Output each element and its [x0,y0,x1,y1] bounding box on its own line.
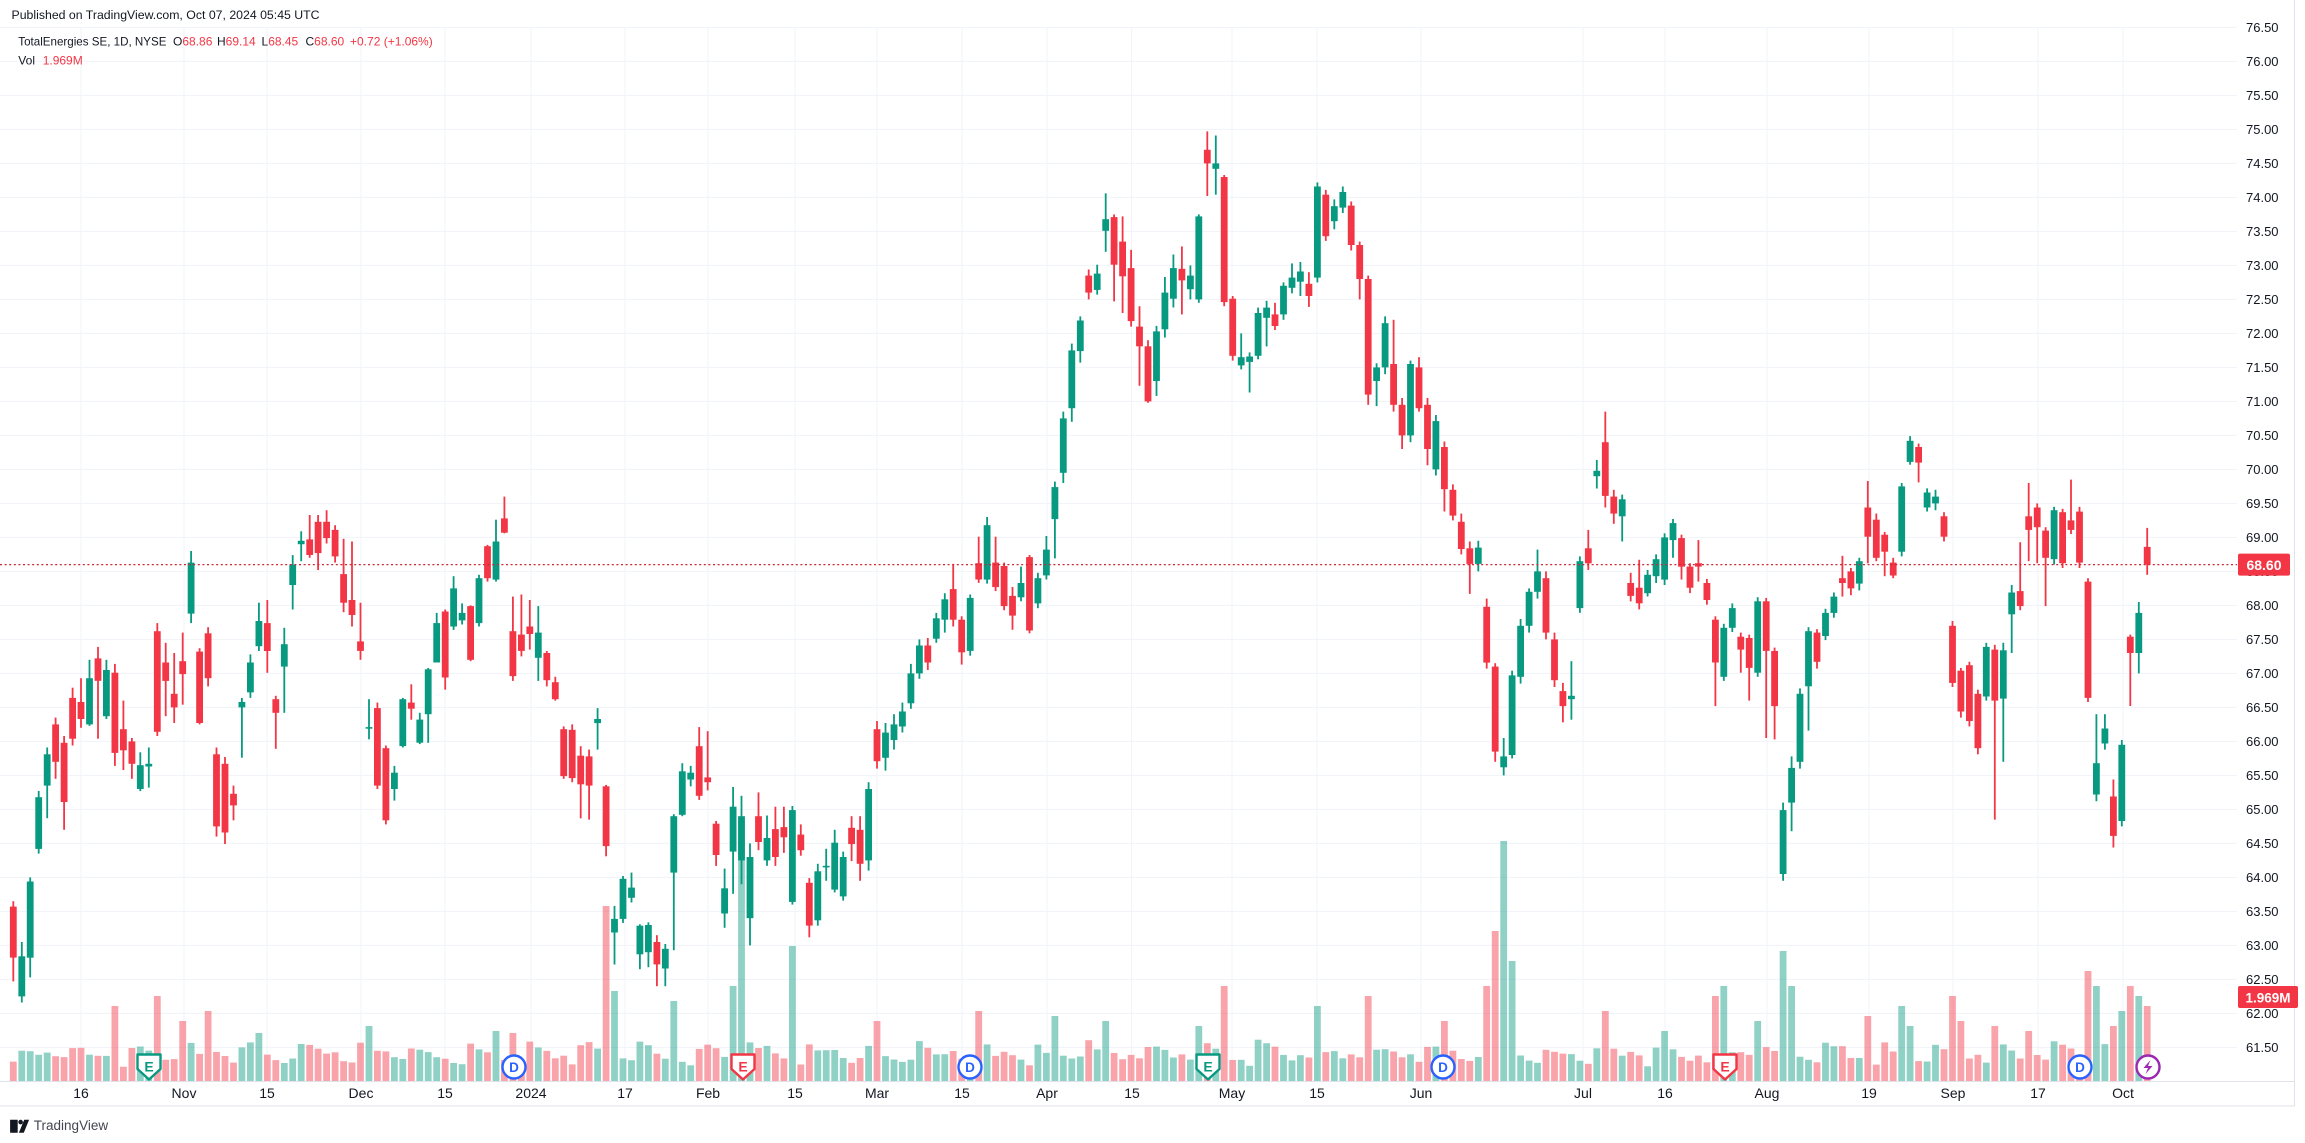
svg-text:17: 17 [617,1085,633,1101]
svg-text:15: 15 [437,1085,453,1101]
svg-text:63.50: 63.50 [2246,904,2279,919]
svg-text:69.00: 69.00 [2246,530,2279,545]
svg-text:TradingView: TradingView [34,1118,109,1133]
svg-text:15: 15 [1124,1085,1140,1101]
svg-text:16: 16 [1657,1085,1673,1101]
svg-text:69.50: 69.50 [2246,496,2279,511]
svg-text:Jul: Jul [1574,1085,1592,1101]
svg-text:71.50: 71.50 [2246,360,2279,375]
svg-text:D: D [965,1060,975,1075]
svg-text:19: 19 [1861,1085,1877,1101]
svg-text:61.50: 61.50 [2246,1040,2279,1055]
svg-text:68.60: 68.60 [2246,557,2281,573]
svg-text:68.00: 68.00 [2246,598,2279,613]
svg-text:62.00: 62.00 [2246,1006,2279,1021]
svg-text:15: 15 [1309,1085,1325,1101]
svg-text:75.00: 75.00 [2246,122,2279,137]
svg-text:74.00: 74.00 [2246,190,2279,205]
svg-text:Oct: Oct [2112,1085,2134,1101]
svg-text:Nov: Nov [172,1085,197,1101]
svg-text:73.50: 73.50 [2246,224,2279,239]
svg-text:63.00: 63.00 [2246,938,2279,953]
svg-text:70.00: 70.00 [2246,462,2279,477]
svg-text:D: D [1438,1060,1448,1075]
svg-text:16: 16 [73,1085,89,1101]
svg-text:15: 15 [954,1085,970,1101]
svg-text:1.969M: 1.969M [2245,991,2290,1006]
svg-text:Feb: Feb [696,1085,720,1101]
svg-text:D: D [509,1060,519,1075]
svg-text:2024: 2024 [515,1085,546,1101]
svg-text:73.00: 73.00 [2246,258,2279,273]
svg-text:64.00: 64.00 [2246,870,2279,885]
svg-text:D: D [2075,1060,2085,1075]
svg-text:76.00: 76.00 [2246,54,2279,69]
svg-text:Sep: Sep [1941,1085,1966,1101]
svg-text:E: E [1203,1059,1212,1075]
svg-text:17: 17 [2030,1085,2046,1101]
svg-text:Published on TradingView.com,: Published on TradingView.com, Oct 07, 20… [12,8,320,22]
svg-text:Apr: Apr [1036,1085,1058,1101]
svg-text:76.50: 76.50 [2246,20,2279,35]
svg-text:62.50: 62.50 [2246,972,2279,987]
svg-text:67.50: 67.50 [2246,632,2279,647]
svg-text:Mar: Mar [865,1085,889,1101]
svg-text:72.00: 72.00 [2246,326,2279,341]
svg-text:15: 15 [259,1085,275,1101]
svg-text:66.50: 66.50 [2246,700,2279,715]
svg-text:72.50: 72.50 [2246,292,2279,307]
svg-text:66.00: 66.00 [2246,734,2279,749]
svg-text:15: 15 [787,1085,803,1101]
svg-text:67.00: 67.00 [2246,666,2279,681]
svg-text:75.50: 75.50 [2246,88,2279,103]
svg-text:74.50: 74.50 [2246,156,2279,171]
svg-text:Aug: Aug [1755,1085,1780,1101]
svg-text:65.00: 65.00 [2246,802,2279,817]
svg-text:65.50: 65.50 [2246,768,2279,783]
svg-text:71.00: 71.00 [2246,394,2279,409]
svg-text:70.50: 70.50 [2246,428,2279,443]
svg-text:Jun: Jun [1410,1085,1433,1101]
svg-text:E: E [144,1059,153,1075]
svg-text:64.50: 64.50 [2246,836,2279,851]
svg-text:May: May [1219,1085,1245,1101]
svg-text:Dec: Dec [349,1085,374,1101]
svg-text:E: E [1720,1059,1729,1075]
svg-text:E: E [738,1059,747,1075]
